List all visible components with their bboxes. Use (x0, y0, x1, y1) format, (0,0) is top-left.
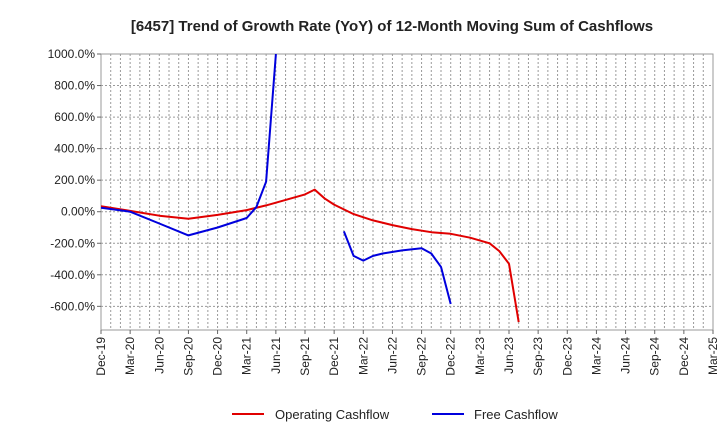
x-tick-label: Jun-23 (502, 337, 516, 374)
x-tick-label: Sep-21 (298, 337, 312, 376)
series-line-free-cashflow (101, 54, 277, 237)
x-tick-label: Jun-22 (385, 337, 399, 374)
x-tick-label: Mar-23 (473, 337, 487, 375)
x-tick-label: Sep-22 (415, 337, 429, 376)
x-tick-label: Mar-25 (706, 337, 720, 375)
chart-title: [6457] Trend of Growth Rate (YoY) of 12-… (131, 18, 653, 35)
y-tick-label: 600.0% (54, 110, 95, 124)
x-tick-label: Mar-24 (589, 337, 603, 375)
y-tick-label: 400.0% (54, 142, 95, 156)
x-tick-label: Jun-20 (152, 337, 166, 374)
x-tick-label: Sep-20 (181, 337, 195, 376)
x-tick-label: Dec-21 (327, 337, 341, 376)
x-axis: Dec-19 Mar-20 Jun-20 Sep-20 Dec-20 Mar-21 Jun-… (94, 330, 720, 376)
legend-label-operating-cashflow: Operating Cashflow (275, 407, 390, 422)
x-tick-label: Dec-19 (94, 337, 108, 376)
y-tick-label: 0.00% (61, 205, 95, 219)
x-tick-label: Dec-24 (677, 337, 691, 376)
legend: Operating Cashflow Free Cashflow (232, 407, 558, 422)
y-tick-label: 800.0% (54, 79, 95, 93)
x-tick-label: Jun-24 (619, 337, 633, 374)
x-tick-label: Sep-23 (531, 337, 545, 376)
x-tick-label: Mar-22 (356, 337, 370, 375)
y-tick-label: -200.0% (50, 236, 95, 250)
y-axis: 1000.0% 800.0% 600.0% 400.0% 200.0% 0.00% -200… (48, 47, 101, 313)
plot-area (100, 53, 714, 331)
x-tick-label: Jun-21 (269, 337, 283, 374)
series-line-free-cashflow (342, 231, 452, 305)
x-tick-label: Dec-22 (444, 337, 458, 376)
y-tick-label: 200.0% (54, 173, 95, 187)
legend-label-free-cashflow: Free Cashflow (474, 407, 558, 422)
x-tick-label: Dec-23 (560, 337, 574, 376)
x-tick-label: Dec-20 (211, 337, 225, 376)
y-tick-label: -600.0% (50, 299, 95, 313)
series-layer (101, 54, 520, 323)
grid-layer (101, 53, 713, 330)
x-tick-label: Mar-20 (123, 337, 137, 375)
y-tick-label: 1000.0% (48, 47, 96, 61)
y-tick-label: -400.0% (50, 268, 95, 282)
series-line-operating-cashflow (101, 188, 520, 323)
x-tick-label: Mar-21 (240, 337, 254, 375)
x-tick-label: Sep-24 (648, 337, 662, 376)
